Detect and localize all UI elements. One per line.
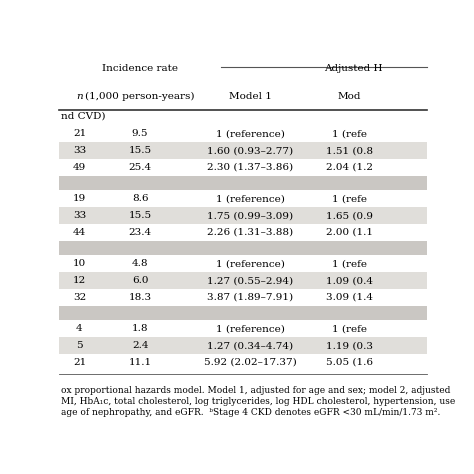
- Bar: [59, 241, 427, 255]
- Text: 1 (refe: 1 (refe: [332, 129, 367, 138]
- Bar: [59, 320, 427, 337]
- Text: 9.5: 9.5: [132, 129, 148, 138]
- Text: 15.5: 15.5: [128, 146, 152, 155]
- Text: 23.4: 23.4: [128, 228, 152, 237]
- Text: 1.27 (0.34–4.74): 1.27 (0.34–4.74): [207, 341, 293, 350]
- Text: Adjusted H: Adjusted H: [324, 64, 383, 73]
- Bar: [59, 207, 427, 224]
- Text: 1.8: 1.8: [132, 324, 148, 333]
- Bar: [59, 255, 427, 272]
- Text: n: n: [76, 91, 83, 100]
- Text: 12: 12: [73, 276, 86, 285]
- Text: Incidence rate: Incidence rate: [102, 64, 178, 73]
- Text: 2.00 (1.1: 2.00 (1.1: [326, 228, 373, 237]
- Text: Model 1: Model 1: [229, 91, 272, 100]
- Text: 21: 21: [73, 129, 86, 138]
- Text: 1.75 (0.99–3.09): 1.75 (0.99–3.09): [207, 211, 293, 220]
- Text: 1 (reference): 1 (reference): [216, 259, 285, 268]
- Text: 3.09 (1.4: 3.09 (1.4: [326, 293, 373, 302]
- Text: MI, HbA₁c, total cholesterol, log triglycerides, log HDL cholesterol, hypertensi: MI, HbA₁c, total cholesterol, log trigly…: [61, 397, 456, 406]
- Text: 5.92 (2.02–17.37): 5.92 (2.02–17.37): [204, 358, 297, 367]
- Text: 2.30 (1.37–3.86): 2.30 (1.37–3.86): [207, 163, 293, 172]
- Text: 49: 49: [73, 163, 86, 172]
- Bar: [59, 337, 427, 354]
- Text: 1.19 (0.3: 1.19 (0.3: [326, 341, 373, 350]
- Text: 3.87 (1.89–7.91): 3.87 (1.89–7.91): [207, 293, 293, 302]
- Text: 1.60 (0.93–2.77): 1.60 (0.93–2.77): [207, 146, 293, 155]
- Text: 2.26 (1.31–3.88): 2.26 (1.31–3.88): [207, 228, 293, 237]
- Text: (1,000 person-years): (1,000 person-years): [85, 91, 195, 100]
- Bar: [59, 142, 427, 159]
- Bar: [59, 159, 427, 176]
- Text: 5: 5: [76, 341, 83, 350]
- Text: 1 (refe: 1 (refe: [332, 259, 367, 268]
- Text: 1.51 (0.8: 1.51 (0.8: [326, 146, 373, 155]
- Text: 1 (reference): 1 (reference): [216, 194, 285, 203]
- Bar: [59, 224, 427, 241]
- Text: 18.3: 18.3: [128, 293, 152, 302]
- Text: 21: 21: [73, 358, 86, 367]
- Bar: [59, 289, 427, 306]
- Bar: [59, 126, 427, 142]
- Text: 10: 10: [73, 259, 86, 268]
- Text: 1.27 (0.55–2.94): 1.27 (0.55–2.94): [207, 276, 293, 285]
- Text: 1.09 (0.4: 1.09 (0.4: [326, 276, 373, 285]
- Bar: [59, 191, 427, 207]
- Text: 1 (refe: 1 (refe: [332, 194, 367, 203]
- Bar: [59, 354, 427, 371]
- Text: 5.05 (1.6: 5.05 (1.6: [326, 358, 373, 367]
- Text: 25.4: 25.4: [128, 163, 152, 172]
- Text: 33: 33: [73, 146, 86, 155]
- Text: 4.8: 4.8: [132, 259, 148, 268]
- Bar: [59, 176, 427, 191]
- Text: 8.6: 8.6: [132, 194, 148, 203]
- Text: 1 (reference): 1 (reference): [216, 129, 285, 138]
- Text: 15.5: 15.5: [128, 211, 152, 220]
- Text: 33: 33: [73, 211, 86, 220]
- Bar: [59, 272, 427, 289]
- Text: nd CVD): nd CVD): [61, 112, 106, 120]
- Text: 2.4: 2.4: [132, 341, 148, 350]
- Bar: [59, 306, 427, 320]
- Text: 1.65 (0.9: 1.65 (0.9: [326, 211, 373, 220]
- Text: 1 (reference): 1 (reference): [216, 324, 285, 333]
- Text: 44: 44: [73, 228, 86, 237]
- Text: 11.1: 11.1: [128, 358, 152, 367]
- Text: age of nephropathy, and eGFR.  ᵇStage 4 CKD denotes eGFR <30 mL/min/1.73 m².: age of nephropathy, and eGFR. ᵇStage 4 C…: [61, 409, 440, 417]
- Text: 2.04 (1.2: 2.04 (1.2: [326, 163, 373, 172]
- Text: 6.0: 6.0: [132, 276, 148, 285]
- Text: 32: 32: [73, 293, 86, 302]
- Text: ox proportional hazards model. Model 1, adjusted for age and sex; model 2, adjus: ox proportional hazards model. Model 1, …: [61, 386, 450, 395]
- Text: 4: 4: [76, 324, 83, 333]
- Text: 1 (refe: 1 (refe: [332, 324, 367, 333]
- Text: Mod: Mod: [337, 91, 361, 100]
- Text: 19: 19: [73, 194, 86, 203]
